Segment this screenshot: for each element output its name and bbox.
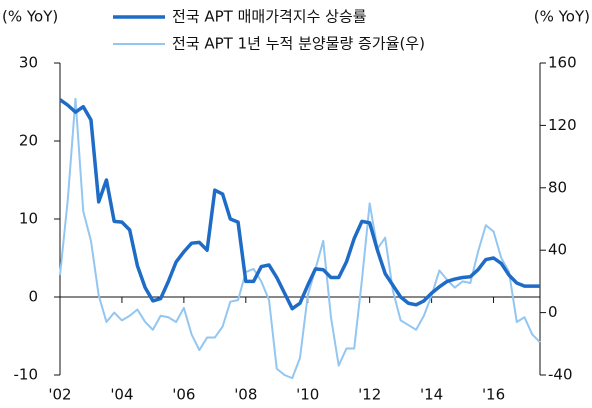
data-line — [58, 98, 540, 311]
y2-tick-label: 40 — [548, 241, 567, 259]
y-axis-label: (% YoY) — [2, 8, 58, 26]
x-tick-label: '06 — [172, 386, 195, 404]
x-tick-label: '10 — [296, 386, 319, 404]
x-tick-label: '04 — [110, 386, 133, 404]
x-tick-label: '12 — [358, 386, 381, 404]
y-tick-label: 20 — [19, 132, 38, 150]
y2-tick-label: 160 — [548, 54, 577, 72]
legend-label: 전국 APT 매매가격지수 상승률 — [172, 8, 367, 26]
y2-tick-label: 80 — [548, 178, 567, 196]
y2-tick-label: 0 — [548, 303, 558, 321]
y2-tick-label: 120 — [548, 116, 577, 134]
y-tick-label: 0 — [28, 288, 38, 306]
y2-tick-label: -40 — [548, 366, 573, 384]
y-tick-label: 30 — [19, 54, 38, 72]
x-tick-label: '08 — [234, 386, 257, 404]
y2-axis-label: (% YoY) — [534, 8, 590, 26]
x-tick-label: '02 — [48, 386, 71, 404]
y-tick-label: -10 — [14, 366, 39, 384]
y-tick-label: 10 — [19, 210, 38, 228]
x-tick-label: '16 — [482, 386, 505, 404]
data-line — [59, 97, 541, 380]
legend-label: 전국 APT 1년 누적 분양물량 증가율(우) — [172, 35, 425, 53]
x-tick-label: '14 — [420, 386, 443, 404]
